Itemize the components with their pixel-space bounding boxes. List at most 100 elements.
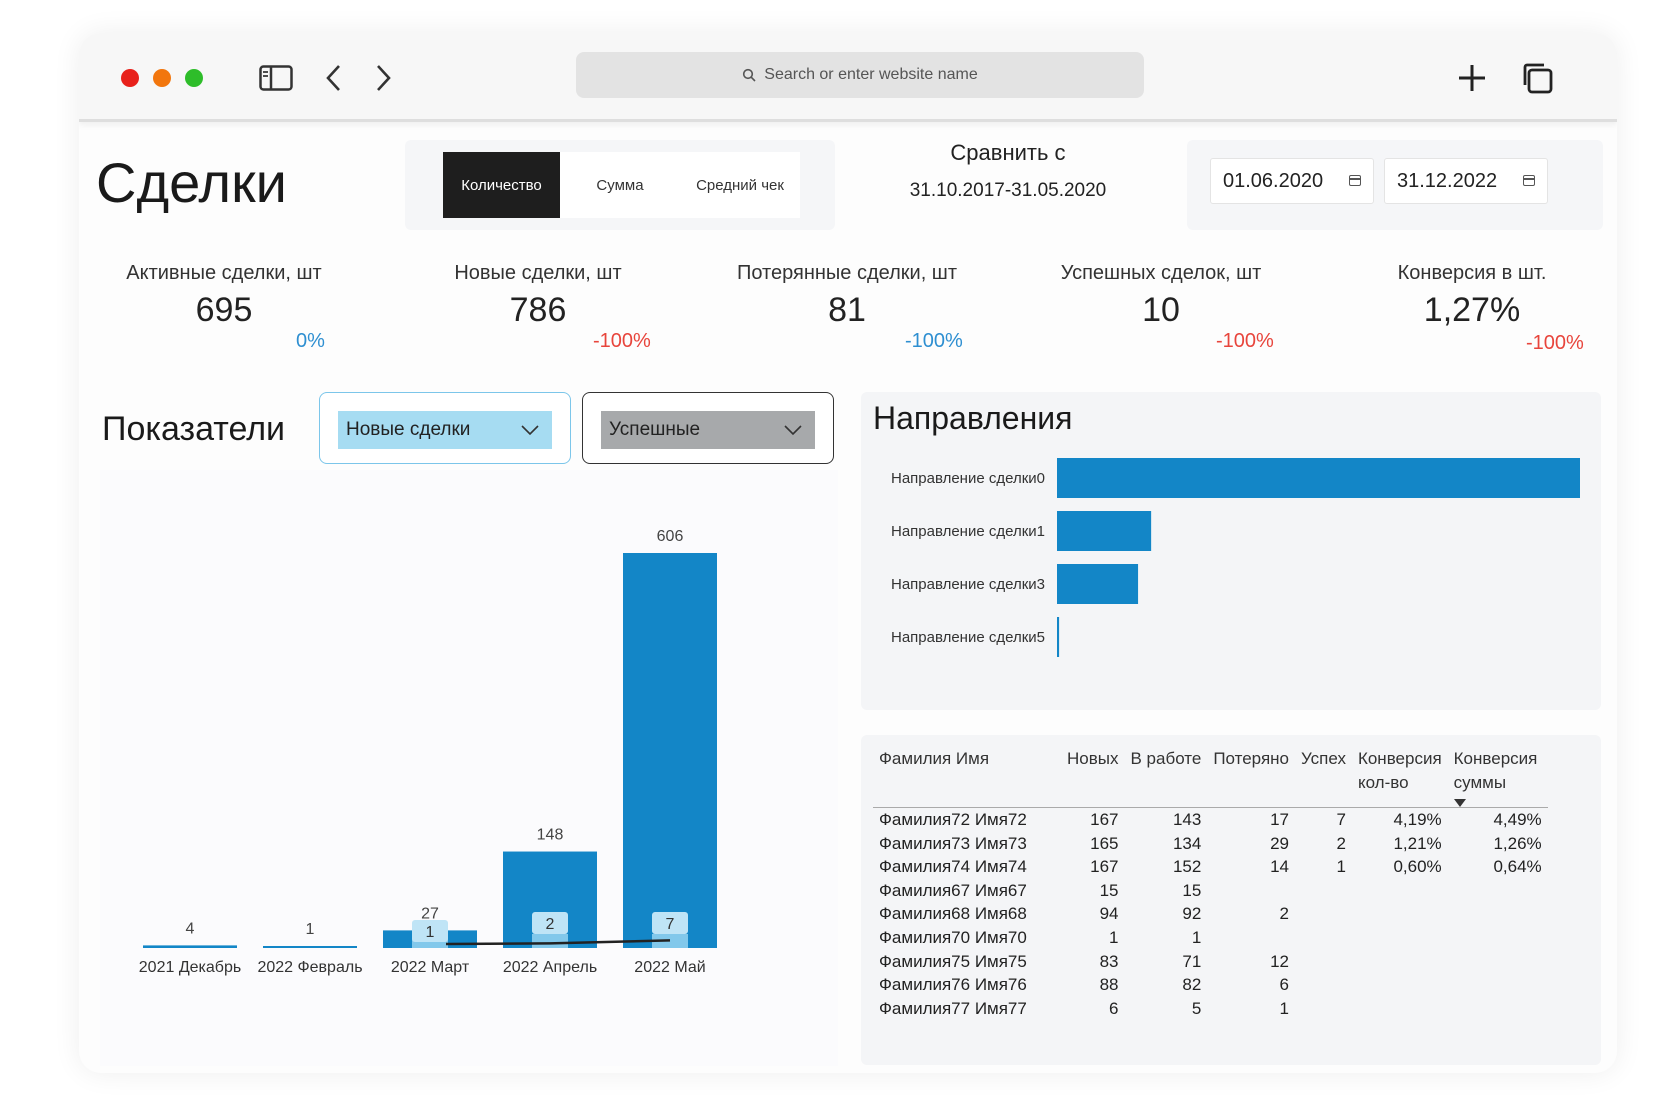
kpi-value: 1,27% [1423,291,1521,329]
direction-bar[interactable] [1057,458,1580,498]
calendar-icon[interactable] [1349,175,1361,186]
bar-new-deals[interactable] [263,946,357,948]
cell-value: 0,60% [1393,857,1442,877]
x-axis-label: 2021 Декабрь [139,959,241,976]
cell-value: 29 [1270,833,1289,853]
success-value-label: 7 [666,916,675,933]
bar-successful[interactable] [532,934,568,948]
cell-value: 15 [1099,880,1119,900]
cell-value [1448,902,1548,926]
table-row[interactable]: Фамилия76 Имя76 88 82 6 [873,973,1548,997]
cell-name: Фамилия72 Имя72 [879,810,1027,829]
cell-value [1352,926,1448,950]
cell-value: 152 [1172,857,1202,877]
cell-value: 82 [1182,975,1202,995]
bar-new-deals[interactable] [623,553,717,948]
minimize-window-button[interactable] [153,69,171,87]
tab-sum[interactable]: Сумма [560,152,680,218]
indicators-title: Показатели [102,410,286,448]
table-row[interactable]: Фамилия72 Имя72 167 143 17 7 4,19% 4,49% [873,808,1548,832]
cell-name: Фамилия74 Имя74 [879,857,1027,877]
cell-name: Фамилия73 Имя73 [879,833,1027,853]
kpi-new-deals: Новые сделки, шт 786 -100% [418,262,658,352]
cell-value: 94 [1099,904,1119,924]
dropdown-value: Новые сделки [346,419,471,440]
date-to-input[interactable]: 31.12.2022 [1384,158,1548,204]
table-row[interactable]: Фамилия75 Имя75 83 71 12 [873,950,1548,974]
metric-dropdown-2[interactable]: Успешные [582,392,834,464]
bar-value-label: 148 [537,827,564,844]
table-row[interactable]: Фамилия74 Имя74 167 152 14 1 0,60% 0,64% [873,855,1548,879]
x-axis-label: 2022 Февраль [257,959,362,976]
x-axis-label: 2022 Май [634,959,705,976]
maximize-window-button[interactable] [185,69,203,87]
metric-dropdown-2-select[interactable]: Успешные [601,411,815,449]
column-header-new[interactable]: Новых [1061,747,1125,808]
monthly-deals-chart-area: 4 2021 Декабрь 1 2022 Февраль 27 2022 Март 1 14… [100,470,838,1066]
cell-value: 1 [1279,998,1289,1018]
cell-value [1352,950,1448,974]
cell-value [1295,997,1352,1021]
metric-dropdown-1[interactable]: Новые сделки [319,392,571,464]
metric-dropdown-1-select[interactable]: Новые сделки [338,411,552,449]
success-value-label: 1 [426,924,435,941]
cell-name: Фамилия67 Имя67 [879,880,1027,900]
column-header-name[interactable]: Фамилия Имя [873,747,1061,808]
cell-value [1207,879,1295,903]
column-header-conversion-count[interactable]: Конверсия кол-во [1351,747,1448,808]
cell-name: Фамилия75 Имя75 [879,951,1027,971]
table-row[interactable]: Фамилия68 Имя68 94 92 2 [873,902,1548,926]
table-row[interactable]: Фамилия73 Имя73 165 134 29 2 1,21% 1,26% [873,832,1548,856]
table-header-row: Фамилия Имя Новых В работе Потеряно Успе… [873,747,1548,808]
direction-label: Направление сделки1 [891,523,1045,540]
cell-value: 6 [1279,975,1289,995]
cell-value: 134 [1172,833,1202,853]
kpi-delta: -100% [1526,332,1584,354]
kpi-delta: -100% [905,330,963,352]
page-title: Сделки [96,151,287,214]
compare-range: 31.10.2017-31.05.2020 [909,180,1107,201]
column-header-in-work[interactable]: В работе [1124,747,1208,808]
table-row[interactable]: Фамилия70 Имя70 1 1 [873,926,1548,950]
cell-name: Фамилия76 Имя76 [879,975,1027,995]
bar-new-deals[interactable] [143,945,237,948]
cell-value: 143 [1172,810,1202,829]
back-icon[interactable] [314,61,354,95]
cell-value [1448,997,1548,1021]
cell-value: 7 [1336,810,1346,829]
cell-value [1295,902,1352,926]
deals-table: Фамилия Имя Новых В работе Потеряно Успе… [873,747,1548,1020]
column-header-success[interactable]: Успех [1295,747,1352,808]
chevron-down-icon [784,425,802,436]
direction-label: Направление сделки0 [891,470,1045,487]
deals-table-panel: Фамилия Имя Новых В работе Потеряно Успе… [861,735,1601,1065]
cell-name: Фамилия77 Имя77 [879,998,1027,1018]
tab-quantity[interactable]: Количество [443,152,560,218]
bar-value-label: 606 [657,528,684,545]
sort-descending-icon[interactable] [1453,799,1466,807]
direction-bar[interactable] [1057,511,1152,551]
tab-average-check[interactable]: Средний чек [680,152,800,218]
forward-icon[interactable] [363,61,403,95]
direction-bar[interactable] [1057,564,1139,604]
close-window-button[interactable] [121,69,139,87]
column-header-conversion-sum[interactable]: Конверсия суммы [1447,747,1548,808]
cell-value [1448,879,1548,903]
cell-value: 1,21% [1393,833,1442,853]
new-tab-icon[interactable] [1452,61,1492,95]
date-from-input[interactable]: 01.06.2020 [1210,158,1374,204]
directions-title: Направления [873,400,1073,436]
table-row[interactable]: Фамилия67 Имя67 15 15 [873,879,1548,903]
address-bar[interactable]: Search or enter website name [576,52,1144,98]
direction-bar[interactable] [1057,617,1060,657]
calendar-icon[interactable] [1523,175,1535,186]
sidebar-toggle-icon[interactable] [256,61,296,95]
cell-value: 83 [1099,951,1119,971]
date-from-value: 01.06.2020 [1223,169,1324,192]
column-header-lost[interactable]: Потеряно [1207,747,1295,808]
tabs-overview-icon[interactable] [1517,61,1557,95]
kpi-value: 81 [828,291,866,329]
kpi-label: Потерянные сделки, шт [736,262,958,284]
x-axis-label: 2022 Апрель [503,959,597,976]
table-row[interactable]: Фамилия77 Имя77 6 5 1 [873,997,1548,1021]
